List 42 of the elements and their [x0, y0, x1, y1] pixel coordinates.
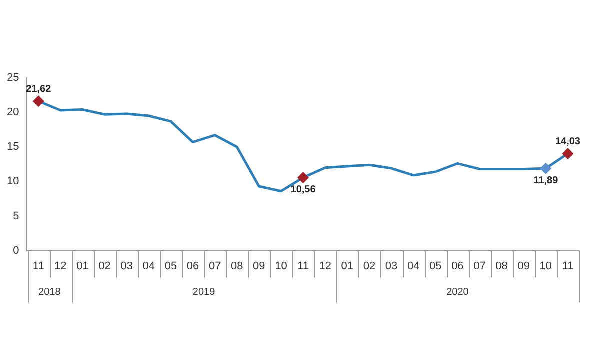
x-tick-label: 09 [518, 260, 530, 272]
x-tick-label: 11 [32, 260, 44, 272]
x-tick-label: 12 [319, 260, 332, 272]
x-tick-label: 10 [540, 260, 552, 272]
x-tick-label: 01 [76, 260, 89, 272]
x-tick-label: 03 [120, 260, 133, 272]
point [33, 96, 44, 107]
data-label: 14,03 [555, 136, 581, 148]
x-tick-label: 05 [164, 260, 178, 272]
y-tick-label: 0 [13, 244, 20, 257]
x-tick-label: 04 [407, 260, 420, 272]
y-tick-label: 5 [13, 210, 20, 222]
x-tick-label: 02 [98, 260, 111, 272]
x-tick-label: 12 [54, 260, 67, 272]
x-tick-label: 11 [562, 260, 574, 272]
x-tick-label: 07 [474, 260, 486, 272]
y-tick-label: 15 [6, 141, 20, 154]
x-tick-label: 02 [363, 260, 376, 272]
x-tick-label: 10 [275, 260, 288, 272]
x-tick-label: 06 [452, 260, 464, 272]
text: 2019 [192, 287, 216, 298]
x-tick-label: 03 [385, 260, 398, 272]
point [540, 163, 552, 174]
x-tick-label: 05 [430, 260, 442, 272]
x-tick-label: 06 [186, 260, 200, 272]
x-tick-label: 04 [142, 260, 156, 272]
data-label: 10,56 [290, 184, 316, 196]
point [298, 172, 309, 184]
y-tick-label: 25 [6, 72, 20, 84]
x-tick-label: 08 [231, 260, 244, 272]
data-label: 21,62 [26, 84, 52, 96]
text: 2018 [38, 287, 62, 298]
text: 2020 [446, 287, 470, 298]
x-tick-label: 07 [208, 260, 222, 272]
x-tick-label: 01 [341, 260, 354, 272]
point [562, 148, 574, 160]
x-tick-label: 09 [253, 260, 266, 272]
x-tick-label: 08 [496, 260, 508, 272]
y-tick-label: 10 [6, 176, 20, 188]
y-tick-label: 20 [6, 106, 20, 119]
data-label: 11,89 [534, 175, 559, 186]
x-tick-label: 11 [298, 260, 310, 272]
